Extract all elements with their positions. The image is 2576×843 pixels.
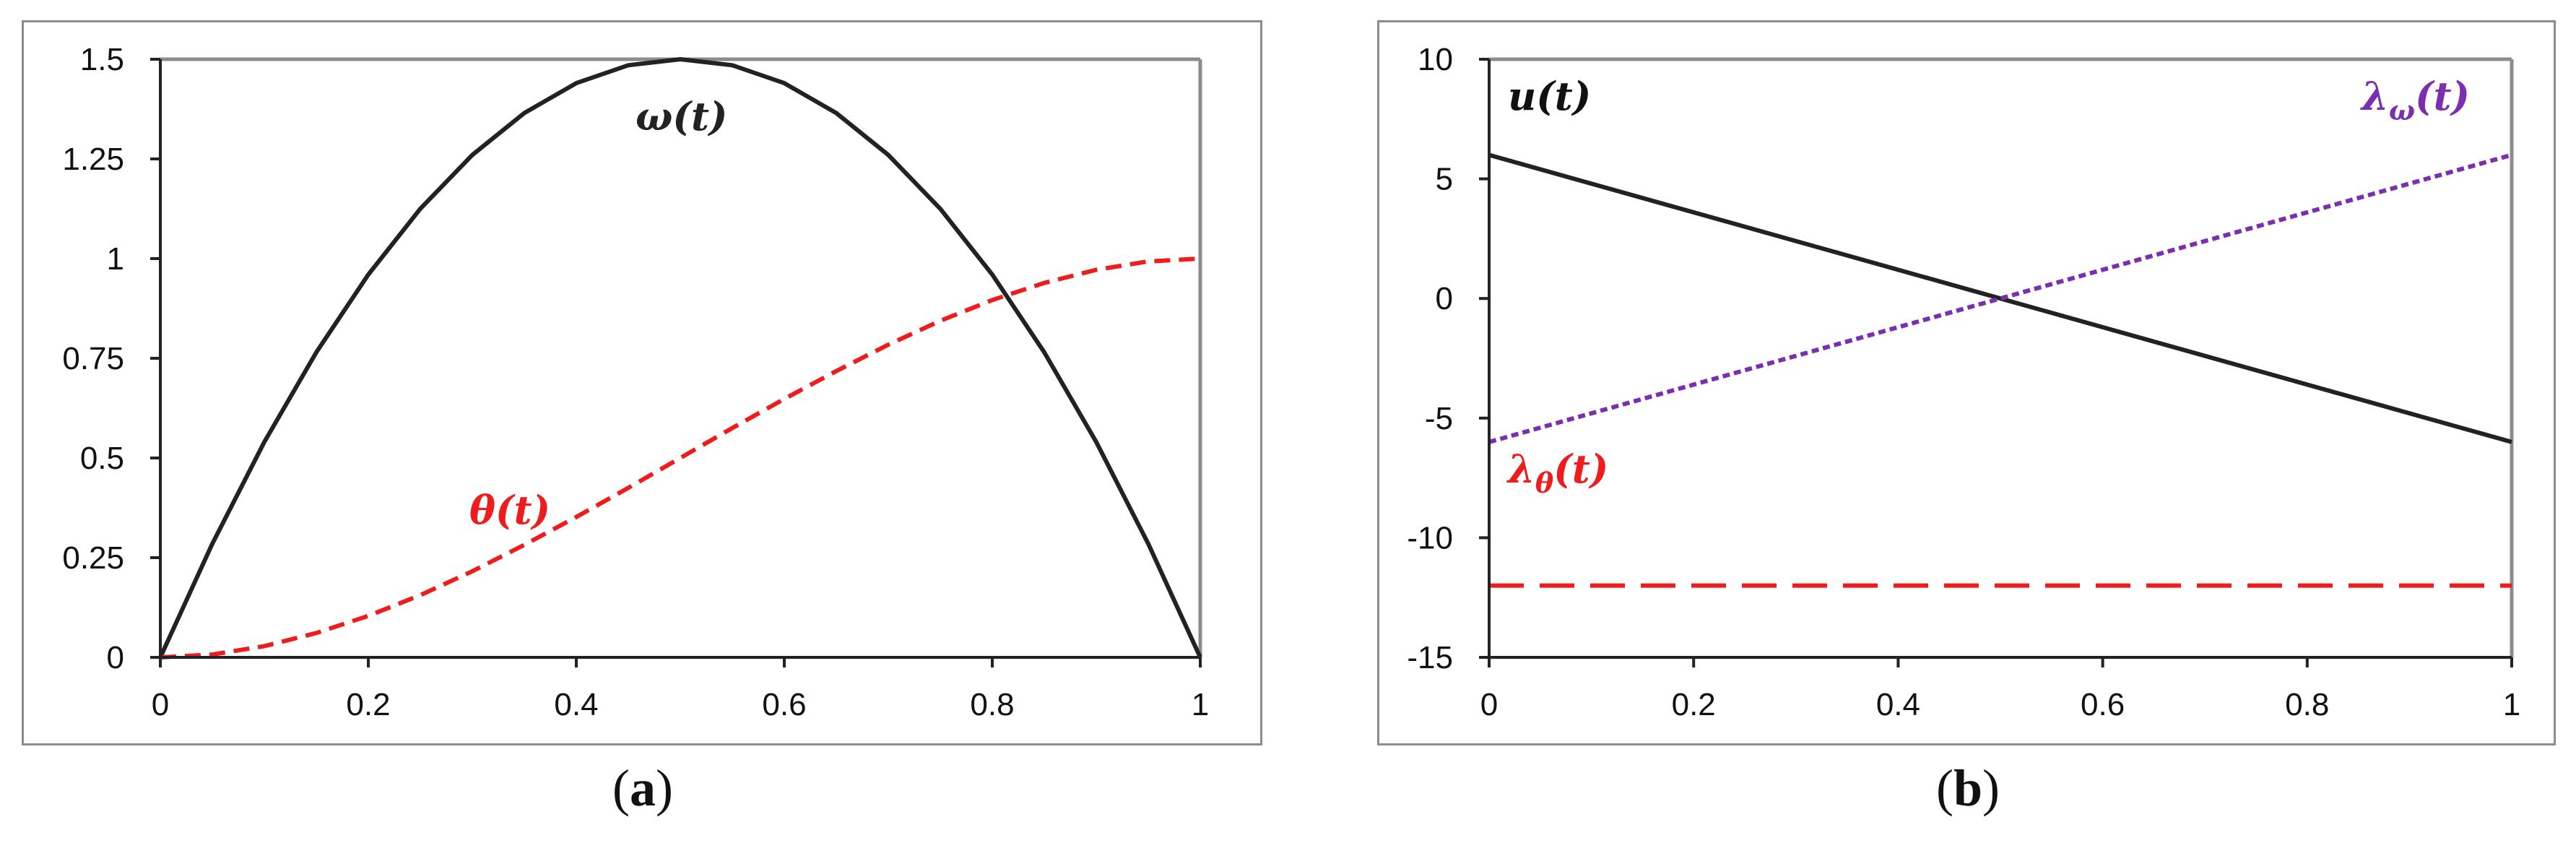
y-tick-label: 0.25 [62, 540, 124, 576]
x-tick-label: 0.6 [762, 687, 806, 722]
curve-label-1: λω(t) [2360, 73, 2470, 126]
y-tick-label: 1.25 [62, 142, 124, 177]
chart-a: 0 0.25 0.5 0.75 1 1.25 1.5 0 0.2 0.4 0.6 0.8 1 ω(t) θ(… [62, 42, 1209, 722]
series-line-0 [1488, 152, 2512, 444]
y-tick-label: -5 [1425, 401, 1453, 436]
y-tick-label: 1.5 [80, 42, 124, 77]
curve-label-1: θ(t) [469, 487, 550, 533]
x-tick-label: 1 [1192, 687, 1209, 722]
curve-label-0: u(t) [1508, 73, 1591, 119]
x-tick-label: 0.6 [2081, 687, 2125, 722]
panel-b-frame [1377, 20, 2556, 745]
curve-label-2: λθ(t) [1506, 446, 1608, 499]
y-tick-label: 0.5 [80, 441, 124, 476]
y-tick-label: 0 [1436, 281, 1453, 316]
series-line-1 [1488, 152, 2512, 444]
x-tick-label: 1 [2503, 687, 2520, 722]
y-tick-label: -15 [1407, 640, 1453, 675]
caption-b: (b) [1935, 759, 2000, 817]
x-tick-label: 0 [152, 687, 169, 722]
y-tick-label: 5 [1436, 162, 1453, 197]
caption-a: (a) [612, 759, 673, 817]
x-tick-label: 0 [1480, 687, 1498, 722]
x-tick-label: 0.8 [970, 687, 1014, 722]
x-tick-label: 0.4 [554, 687, 598, 722]
x-tick-label: 0.8 [2285, 687, 2329, 722]
panel-a-frame [22, 20, 1262, 745]
y-tick-label: 0 [107, 640, 124, 675]
x-tick-label: 0.2 [1672, 687, 1716, 722]
y-tick-label: -10 [1407, 520, 1453, 555]
curve-label-0: ω(t) [636, 93, 727, 139]
series-line-1 [160, 256, 1201, 660]
y-tick-label: 0.75 [62, 341, 124, 376]
series-line-0 [158, 57, 1202, 659]
y-tick-label: 1 [107, 241, 124, 277]
x-tick-label: 0.2 [346, 687, 390, 722]
x-tick-label: 0.4 [1876, 687, 1920, 722]
y-tick-label: 10 [1418, 42, 1453, 77]
chart-b: -15 -10 -5 0 5 10 0 0.2 0.4 0.6 0.8 1 u(t) λω(t) λθ(t) [1407, 42, 2520, 722]
